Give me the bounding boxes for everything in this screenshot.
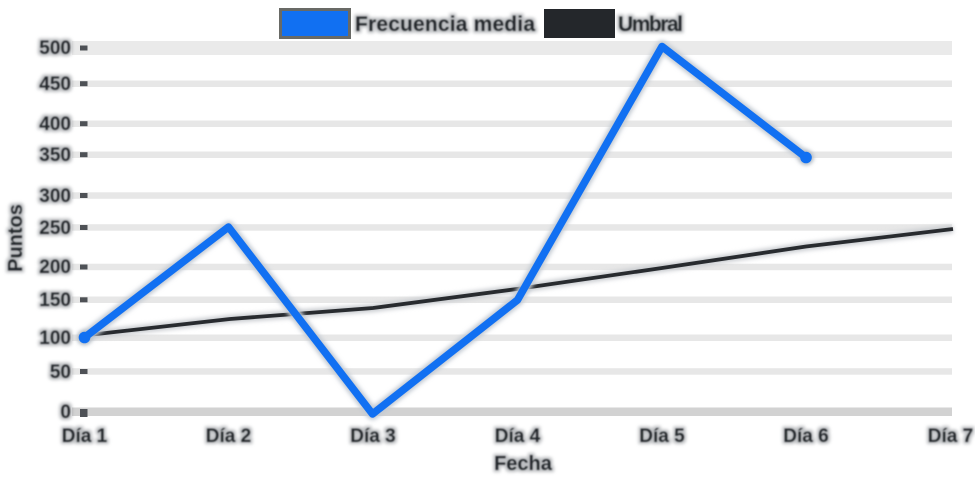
svg-text:50: 50 — [50, 362, 71, 383]
svg-text:Frecuencia media: Frecuencia media — [355, 13, 535, 36]
svg-text:350: 350 — [39, 145, 71, 166]
svg-text:Día 7: Día 7 — [928, 426, 973, 447]
svg-text:Día 4: Día 4 — [495, 426, 541, 447]
svg-text:400: 400 — [39, 114, 71, 135]
svg-text:250: 250 — [39, 218, 71, 239]
svg-text:200: 200 — [39, 257, 71, 278]
svg-text:Día 1: Día 1 — [62, 426, 108, 447]
svg-text:0: 0 — [60, 402, 71, 423]
svg-text:Umbral: Umbral — [618, 13, 683, 36]
svg-text:100: 100 — [39, 328, 71, 349]
svg-text:Día 6: Día 6 — [783, 426, 828, 447]
svg-text:450: 450 — [39, 74, 71, 95]
svg-text:500: 500 — [39, 38, 71, 59]
svg-text:Día 3: Día 3 — [350, 426, 395, 447]
svg-text:150: 150 — [39, 290, 71, 311]
svg-text:Puntos: Puntos — [5, 204, 27, 272]
svg-text:Día 2: Día 2 — [206, 426, 251, 447]
svg-text:Día 5: Día 5 — [639, 426, 685, 447]
svg-text:300: 300 — [39, 186, 71, 207]
svg-text:Fecha: Fecha — [494, 453, 553, 475]
